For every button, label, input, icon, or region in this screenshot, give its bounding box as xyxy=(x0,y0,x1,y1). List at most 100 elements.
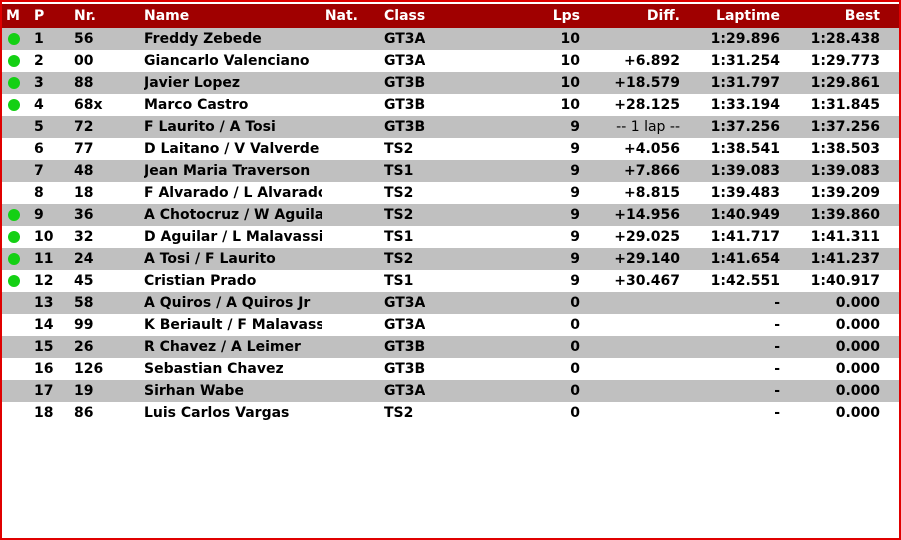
table-row[interactable]: 11 24 A Tosi / F Laurito TS2 9 +29.140 1:41.65… xyxy=(2,248,899,270)
header-name[interactable]: Name xyxy=(144,8,190,24)
header-number[interactable]: Nr. xyxy=(74,8,96,24)
table-row[interactable]: 14 99 K Beriault / F Malavassi GT3A 0 - 0.000 xyxy=(2,314,899,336)
cell-laptime: 1:37.256 xyxy=(710,119,780,135)
cell-position: 1 xyxy=(34,31,44,47)
table-row[interactable]: 10 32 D Aguilar / L Malavassi TS1 9 +29.025 1:… xyxy=(2,226,899,248)
table-row[interactable]: 17 19 Sirhan Wabe GT3A 0 - 0.000 xyxy=(2,380,899,402)
cell-position: 5 xyxy=(34,119,44,135)
cell-laptime: 1:42.551 xyxy=(710,273,780,289)
table-row[interactable]: 4 68x Marco Castro GT3B 10 +28.125 1:33.194 1:3… xyxy=(2,94,899,116)
cell-laps: 0 xyxy=(570,317,580,333)
cell-position: 17 xyxy=(34,383,54,399)
cell-class: GT3B xyxy=(384,361,426,377)
cell-number: 18 xyxy=(74,185,94,201)
cell-class: GT3B xyxy=(384,119,426,135)
cell-position: 7 xyxy=(34,163,44,179)
cell-name: Freddy Zebede xyxy=(144,31,262,47)
cell-class: GT3B xyxy=(384,97,426,113)
header-position[interactable]: P xyxy=(34,8,45,24)
cell-best: 1:37.256 xyxy=(810,119,880,135)
table-row[interactable]: 1 56 Freddy Zebede GT3A 10 1:29.896 1:28.438 xyxy=(2,28,899,50)
cell-position: 8 xyxy=(34,185,44,201)
cell-number: 36 xyxy=(74,207,94,223)
cell-class: TS1 xyxy=(384,163,414,179)
cell-position: 6 xyxy=(34,141,44,157)
table-row[interactable]: 16 126 Sebastian Chavez GT3B 0 - 0.000 xyxy=(2,358,899,380)
cell-best: 0.000 xyxy=(835,317,880,333)
cell-number: 48 xyxy=(74,163,94,179)
cell-laptime: - xyxy=(774,317,780,333)
cell-laptime: - xyxy=(774,361,780,377)
cell-name: R Chavez / A Leimer xyxy=(144,339,301,355)
cell-laps: 9 xyxy=(570,141,580,157)
cell-number: 99 xyxy=(74,317,94,333)
cell-class: TS2 xyxy=(384,251,414,267)
table-row[interactable]: 5 72 F Laurito / A Tosi GT3B 9 -- 1 lap -- 1:3… xyxy=(2,116,899,138)
table-row[interactable]: 6 77 D Laitano / V Valverde TS2 9 +4.056 1:38.… xyxy=(2,138,899,160)
cell-name: Cristian Prado xyxy=(144,273,257,289)
cell-name: Javier Lopez xyxy=(144,75,241,91)
cell-class: GT3A xyxy=(384,53,426,69)
cell-laptime: 1:31.797 xyxy=(710,75,780,91)
header-laps[interactable]: Lps xyxy=(552,8,580,24)
cell-number: 126 xyxy=(74,361,104,377)
cell-diff: +6.892 xyxy=(623,53,680,69)
marker-dot-icon xyxy=(8,33,20,45)
cell-number: 86 xyxy=(74,405,94,421)
cell-diff: +14.956 xyxy=(614,207,680,223)
cell-diff: +4.056 xyxy=(623,141,680,157)
cell-diff: +7.866 xyxy=(623,163,680,179)
cell-laps: 9 xyxy=(570,251,580,267)
header-best[interactable]: Best xyxy=(844,8,880,24)
header-nationality[interactable]: Nat. xyxy=(324,8,358,24)
cell-laps: 10 xyxy=(560,53,580,69)
cell-number: 32 xyxy=(74,229,94,245)
cell-name: F Alvarado / L Alvarado xyxy=(144,185,322,201)
cell-position: 9 xyxy=(34,207,44,223)
cell-name: A Tosi / F Laurito xyxy=(144,251,276,267)
cell-best: 0.000 xyxy=(835,405,880,421)
cell-position: 2 xyxy=(34,53,44,69)
cell-laps: 10 xyxy=(560,31,580,47)
cell-class: GT3A xyxy=(384,317,426,333)
cell-laps: 9 xyxy=(570,229,580,245)
cell-class: GT3A xyxy=(384,31,426,47)
header-diff[interactable]: Diff. xyxy=(646,8,680,24)
table-row[interactable]: 2 00 Giancarlo Valenciano GT3A 10 +6.892 1:31.… xyxy=(2,50,899,72)
cell-diff: +30.467 xyxy=(614,273,680,289)
cell-number: 45 xyxy=(74,273,94,289)
cell-diff: +28.125 xyxy=(614,97,680,113)
table-row[interactable]: 8 18 F Alvarado / L Alvarado TS2 9 +8.815 1:39… xyxy=(2,182,899,204)
cell-laps: 0 xyxy=(570,405,580,421)
cell-best: 0.000 xyxy=(835,339,880,355)
cell-number: 24 xyxy=(74,251,94,267)
cell-position: 10 xyxy=(34,229,54,245)
cell-class: TS2 xyxy=(384,405,414,421)
table-row[interactable]: 13 58 A Quiros / A Quiros Jr GT3A 0 - 0.000 xyxy=(2,292,899,314)
cell-diff: +29.140 xyxy=(614,251,680,267)
cell-laptime: 1:40.949 xyxy=(710,207,780,223)
table-row[interactable]: 12 45 Cristian Prado TS1 9 +30.467 1:42.551 1:4… xyxy=(2,270,899,292)
header-laptime[interactable]: Laptime xyxy=(716,8,780,24)
cell-class: TS2 xyxy=(384,185,414,201)
cell-laps: 10 xyxy=(560,75,580,91)
header-marker[interactable]: M xyxy=(6,8,20,24)
cell-position: 3 xyxy=(34,75,44,91)
cell-class: TS2 xyxy=(384,207,414,223)
cell-number: 58 xyxy=(74,295,94,311)
cell-best: 0.000 xyxy=(835,383,880,399)
cell-name: Sebastian Chavez xyxy=(144,361,284,377)
cell-number: 56 xyxy=(74,31,94,47)
table-row[interactable]: 3 88 Javier Lopez GT3B 10 +18.579 1:31.797 1:29… xyxy=(2,72,899,94)
table-row[interactable]: 15 26 R Chavez / A Leimer GT3B 0 - 0.000 xyxy=(2,336,899,358)
cell-best: 1:40.917 xyxy=(810,273,880,289)
header-class[interactable]: Class xyxy=(384,8,426,24)
cell-name: K Beriault / F Malavassi xyxy=(144,317,322,333)
cell-name: Luis Carlos Vargas xyxy=(144,405,290,421)
table-row[interactable]: 18 86 Luis Carlos Vargas TS2 0 - 0.000 xyxy=(2,402,899,424)
table-row[interactable]: 7 48 Jean Maria Traverson TS1 9 +7.866 1:39.08… xyxy=(2,160,899,182)
table-row[interactable]: 9 36 A Chotocruz / W Aguilar TS2 9 +14.956 1:4… xyxy=(2,204,899,226)
cell-class: TS1 xyxy=(384,229,414,245)
cell-class: GT3B xyxy=(384,339,426,355)
